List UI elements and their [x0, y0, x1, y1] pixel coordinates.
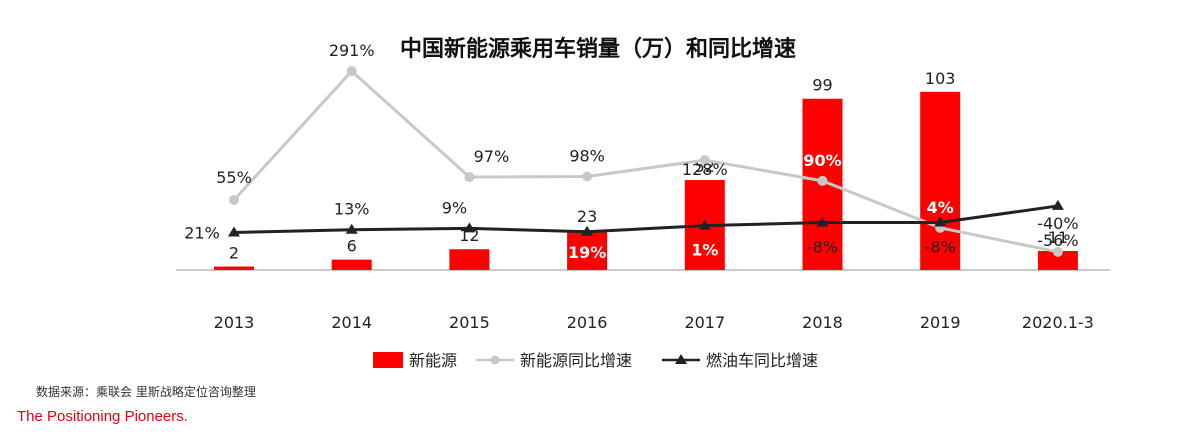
bar-label-2014: 6 — [347, 237, 357, 256]
line-ice-yoy — [233, 204, 1059, 234]
point-ice-yoy-2020.1-3 — [1051, 199, 1064, 210]
bar-label-2016: 23 — [577, 207, 597, 226]
point-ice-yoy-2019 — [934, 216, 947, 227]
ice-yoy-label-2020.1-3: -56% — [1037, 231, 1078, 250]
point-ice-yoy-2017 — [698, 219, 711, 230]
nev-yoy-label-2013: 55% — [216, 168, 252, 187]
bar-label-2013: 2 — [229, 244, 239, 263]
x-tick-2014: 2014 — [331, 313, 372, 332]
brand-tagline: The Positioning Pioneers. — [17, 408, 188, 425]
legend-label-nev: 新能源 — [409, 351, 457, 370]
ice-yoy-label-2017: 1% — [691, 241, 718, 260]
nev-yoy-label-2018: 90% — [803, 151, 841, 170]
nev-yoy-label-2014: 291% — [329, 41, 375, 60]
nev-yoy-label-2017: 128% — [682, 160, 728, 179]
bar-2020.1-3 — [1037, 250, 1078, 270]
point-nev-yoy-2020.1-3 — [1052, 246, 1063, 257]
x-tick-2016: 2016 — [567, 313, 608, 332]
point-nev-yoy-2015 — [464, 172, 475, 183]
bar-2019 — [920, 91, 961, 270]
nev-yoy-label-2020.1-3: -40% — [1037, 214, 1078, 233]
x-tick-2020.1-3: 2020.1-3 — [1022, 313, 1094, 332]
ice-yoy-label-2013: 21% — [184, 224, 220, 243]
point-nev-yoy-2013 — [229, 194, 239, 205]
legend-marker-nev-yoy — [490, 355, 500, 365]
bar-label-2019: 103 — [925, 69, 956, 88]
nev-yoy-label-2015: 97% — [474, 147, 510, 166]
bars-layer — [214, 91, 1078, 270]
x-tick-2019: 2019 — [920, 313, 961, 332]
bar-label-2018: 99 — [812, 76, 832, 95]
point-nev-yoy-2018 — [817, 175, 828, 186]
x-tick-2013: 2013 — [214, 313, 255, 332]
x-tick-2018: 2018 — [802, 313, 843, 332]
ice-yoy-label-2016: 19% — [568, 243, 606, 262]
point-nev-yoy-2014 — [346, 66, 357, 77]
x-tick-2015: 2015 — [449, 313, 490, 332]
bar-2015 — [449, 249, 490, 270]
legend-label-nev-yoy: 新能源同比增速 — [520, 351, 632, 370]
point-ice-yoy-2014 — [345, 223, 358, 234]
chart-title: 中国新能源乘用车销量（万）和同比增速 — [400, 36, 796, 62]
bar-2014 — [331, 259, 372, 270]
point-ice-yoy-2013 — [228, 226, 240, 237]
legend: 新能源 新能源同比增速 燃油车同比增速 — [373, 351, 818, 370]
data-source: 数据来源：乘联会 里斯战略定位咨询整理 — [36, 385, 256, 399]
point-nev-yoy-2017 — [699, 155, 710, 166]
legend-marker-ice-yoy — [675, 354, 687, 364]
point-ice-yoy-2018 — [816, 216, 829, 227]
ice-yoy-label-2019: -8% — [925, 237, 956, 256]
point-nev-yoy-2016 — [582, 171, 593, 182]
nev-yoy-label-2016: 98% — [569, 146, 605, 165]
legend-label-ice-yoy: 燃油车同比增速 — [706, 351, 818, 370]
line-nev-yoy — [232, 69, 1059, 254]
line-labels-layer: 55% 291% 97% 98% 128% 90% 4% -40% 21% 13% 9% 19% 1% -… — [184, 41, 1078, 262]
ice-yoy-label-2018: -8% — [807, 237, 838, 256]
nev-yoy-label-2019: 4% — [927, 198, 954, 217]
ice-yoy-label-2015: 9% — [442, 198, 467, 217]
point-ice-yoy-2015 — [463, 222, 476, 233]
legend-swatch-nev — [373, 352, 403, 368]
bar-2013 — [214, 266, 254, 270]
point-ice-yoy-2016 — [581, 225, 594, 236]
bar-2016 — [567, 230, 608, 270]
ice-yoy-label-2014: 13% — [334, 200, 370, 219]
x-ticks-layer: 2013 2014 2015 2016 2017 2018 2019 2020.1-3 — [214, 313, 1094, 332]
lines-layer — [228, 66, 1064, 257]
x-tick-2017: 2017 — [684, 313, 725, 332]
bar-label-2020.1-3: 11 — [1048, 228, 1068, 247]
